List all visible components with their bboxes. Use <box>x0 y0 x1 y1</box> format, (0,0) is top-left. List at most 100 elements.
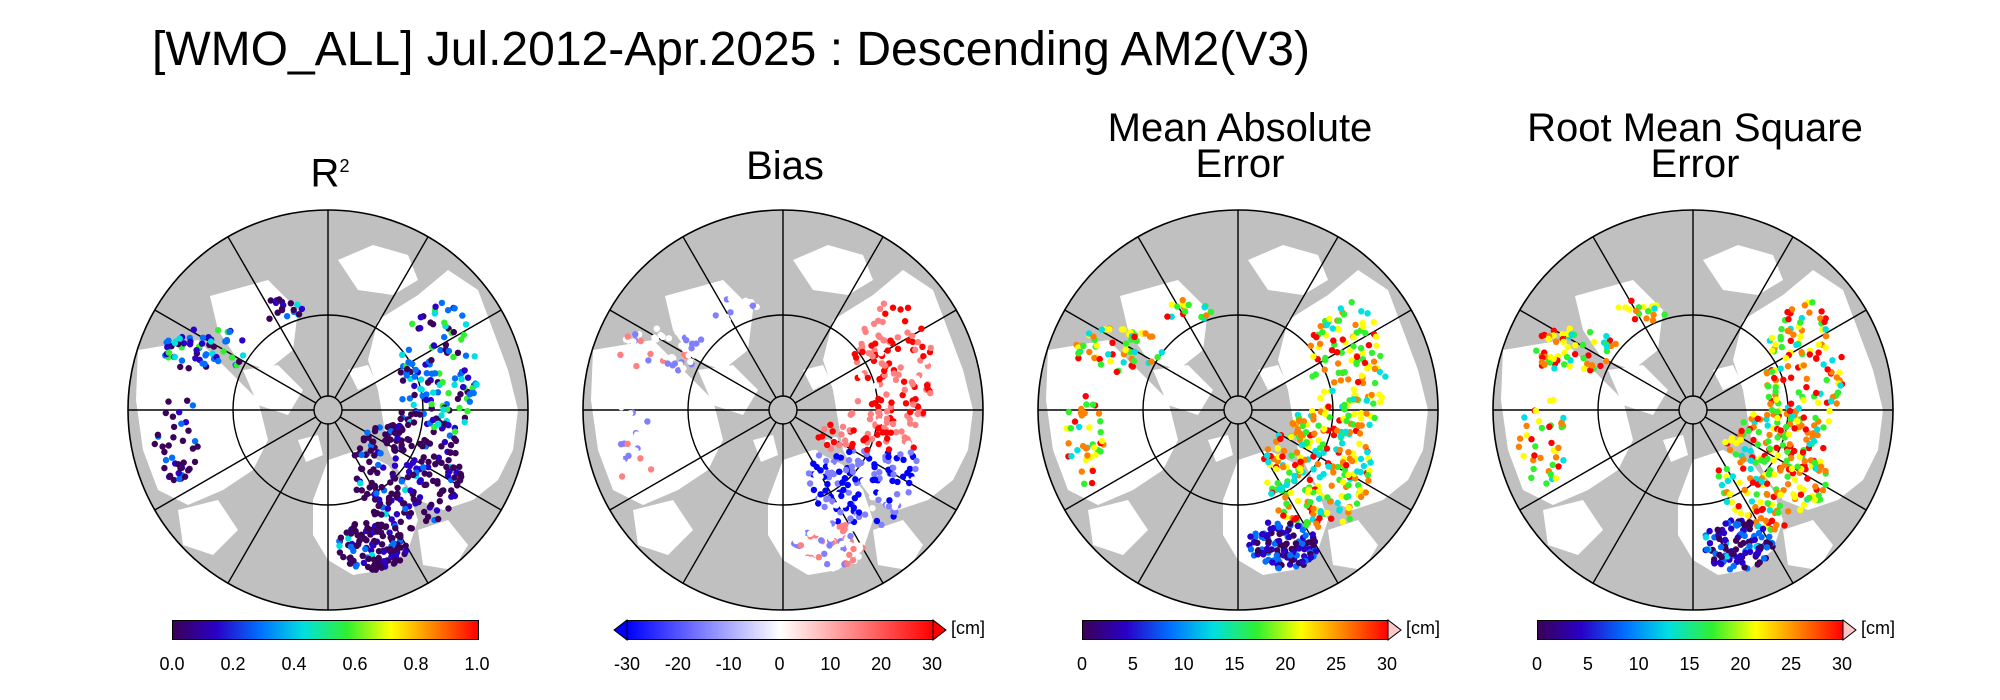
station-point <box>1803 436 1810 443</box>
station-point <box>203 351 210 358</box>
station-point <box>1267 525 1274 533</box>
station-point <box>863 463 870 470</box>
station-point <box>1289 420 1296 427</box>
station-point <box>1603 333 1610 340</box>
land-polygon <box>873 520 923 570</box>
station-point <box>274 309 281 316</box>
station-point <box>1314 461 1322 468</box>
station-point <box>1818 308 1825 315</box>
station-point <box>1728 437 1735 444</box>
station-point <box>1302 522 1310 529</box>
station-point <box>1083 401 1090 408</box>
station-point <box>1346 347 1353 354</box>
station-point <box>360 437 368 444</box>
station-point <box>850 545 857 553</box>
station-point <box>889 420 897 428</box>
station-point <box>343 529 350 536</box>
station-point <box>1548 439 1555 447</box>
station-point <box>1720 529 1728 537</box>
station-point <box>267 297 274 304</box>
station-point <box>1763 491 1771 498</box>
station-point <box>1370 400 1377 407</box>
station-point <box>1362 489 1369 496</box>
station-point <box>435 515 442 523</box>
station-point <box>1264 479 1271 486</box>
station-point <box>1747 465 1754 473</box>
station-point <box>1086 424 1093 431</box>
station-point <box>645 341 652 349</box>
station-point <box>1543 480 1550 487</box>
meridian-line <box>794 361 866 404</box>
station-point <box>1130 357 1138 365</box>
station-point <box>1784 363 1792 370</box>
station-point <box>849 525 856 532</box>
colorbar-tick-label: 0.0 <box>159 654 185 674</box>
station-point <box>875 496 882 503</box>
station-point <box>1728 525 1735 532</box>
station-point <box>191 438 199 445</box>
colorbar-tick-label: 0 <box>1531 654 1543 674</box>
station-point <box>1363 410 1370 417</box>
station-point <box>441 438 449 446</box>
station-point <box>1774 414 1781 422</box>
station-point <box>885 487 892 495</box>
station-point <box>901 434 908 441</box>
polar-map-mae <box>1037 209 1439 611</box>
station-point <box>1764 500 1771 507</box>
station-point <box>1185 301 1192 308</box>
station-point <box>1773 396 1780 403</box>
station-point <box>1759 525 1767 532</box>
station-point <box>177 363 184 371</box>
station-point <box>1295 545 1303 552</box>
station-point <box>1809 299 1816 306</box>
station-point <box>1768 334 1776 341</box>
panel-title-rmse-line2: Error <box>1650 142 1740 186</box>
station-point <box>1741 446 1749 453</box>
colorbar-arrow-right <box>1842 618 1857 642</box>
station-point <box>814 547 821 555</box>
station-point <box>1294 426 1301 433</box>
station-point <box>1280 447 1288 455</box>
station-point <box>1315 437 1323 444</box>
station-point <box>1532 407 1540 414</box>
station-point <box>1561 361 1568 368</box>
station-point <box>1293 449 1301 456</box>
station-point <box>1550 327 1558 334</box>
station-point <box>378 511 385 518</box>
station-point <box>190 326 197 333</box>
station-point <box>1296 465 1303 472</box>
station-point <box>353 486 360 493</box>
station-point <box>1822 481 1829 488</box>
station-point <box>873 517 881 525</box>
colorbar-tick-label: 15 <box>1224 654 1245 674</box>
station-point <box>391 475 399 482</box>
station-point <box>461 418 468 426</box>
station-point <box>887 337 894 344</box>
station-point <box>1714 526 1721 533</box>
colorbar-rmse: [cm] 0 5 10 15 20 25 30 <box>1465 618 1925 680</box>
station-point <box>412 366 419 374</box>
station-point <box>1784 448 1791 455</box>
station-point <box>1350 334 1357 341</box>
station-point <box>1723 465 1730 473</box>
station-point <box>166 472 174 479</box>
station-point <box>1771 471 1778 478</box>
station-point <box>1628 297 1635 304</box>
station-point <box>1334 360 1342 367</box>
station-point <box>838 431 845 438</box>
station-point <box>1336 507 1343 514</box>
colorbar-bias-unit: [cm] <box>951 618 985 638</box>
station-point <box>1546 423 1553 430</box>
station-point <box>199 334 207 341</box>
meridian-line <box>1064 456 1157 511</box>
station-point <box>1340 311 1348 318</box>
station-point <box>875 395 882 403</box>
latitude-circle <box>232 314 424 506</box>
station-point <box>1812 483 1819 490</box>
station-point <box>1373 342 1380 349</box>
station-point <box>367 468 374 476</box>
station-point <box>1203 312 1210 319</box>
colorbar-tick-label: 0.2 <box>220 654 246 674</box>
station-point <box>644 431 651 438</box>
station-point <box>1740 456 1747 463</box>
